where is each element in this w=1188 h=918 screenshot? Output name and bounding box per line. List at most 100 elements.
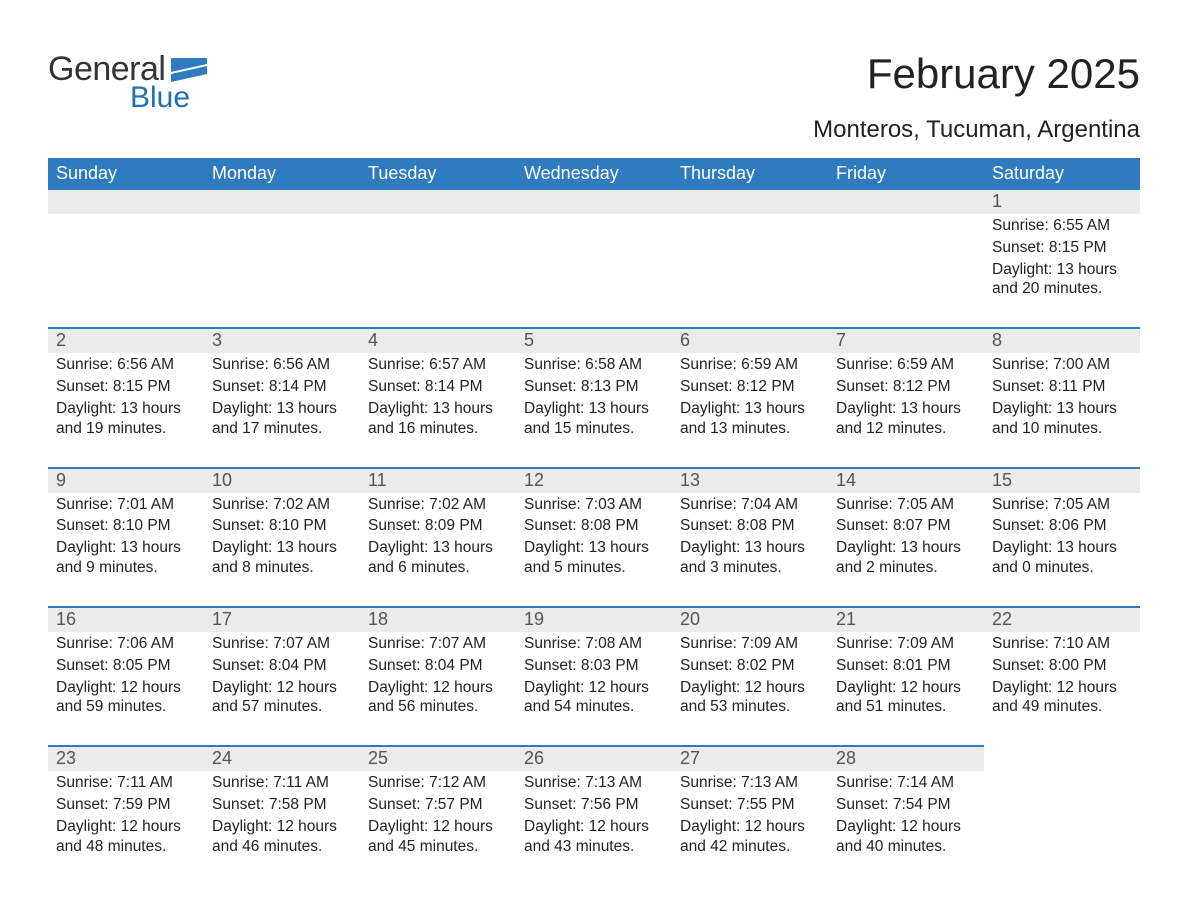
sunset-text: Sunset: 8:02 PM	[680, 656, 820, 676]
weekday-header-cell: Tuesday	[360, 158, 516, 190]
sunrise-text: Sunrise: 7:09 AM	[680, 634, 820, 654]
day-cell: 12Sunrise: 7:03 AMSunset: 8:08 PMDayligh…	[516, 467, 672, 606]
day-cell: 19Sunrise: 7:08 AMSunset: 8:03 PMDayligh…	[516, 606, 672, 745]
day-number: 23	[56, 748, 76, 768]
empty-day-strip	[828, 190, 984, 214]
day-number: 26	[524, 748, 544, 768]
day-number-strip: 5	[516, 327, 672, 353]
day-number: 18	[368, 609, 388, 629]
day-number-strip: 14	[828, 467, 984, 493]
day-number: 7	[836, 330, 846, 350]
sunset-text: Sunset: 8:07 PM	[836, 516, 976, 536]
day-number: 13	[680, 470, 700, 490]
day-cell: 6Sunrise: 6:59 AMSunset: 8:12 PMDaylight…	[672, 327, 828, 466]
sunset-text: Sunset: 8:12 PM	[836, 377, 976, 397]
day-number-strip: 11	[360, 467, 516, 493]
location-subtitle: Monteros, Tucuman, Argentina	[813, 116, 1140, 144]
sunrise-text: Sunrise: 7:13 AM	[680, 773, 820, 793]
weekday-header-cell: Monday	[204, 158, 360, 190]
month-title: February 2025	[813, 50, 1140, 98]
sunset-text: Sunset: 8:10 PM	[56, 516, 196, 536]
sunrise-text: Sunrise: 7:06 AM	[56, 634, 196, 654]
sunset-text: Sunset: 8:03 PM	[524, 656, 664, 676]
sunrise-text: Sunrise: 7:13 AM	[524, 773, 664, 793]
daylight-text: Daylight: 12 hours and 48 minutes.	[56, 817, 196, 857]
day-number: 9	[56, 470, 66, 490]
day-number-strip: 3	[204, 327, 360, 353]
sunrise-text: Sunrise: 7:02 AM	[368, 495, 508, 515]
weeks-container: 1Sunrise: 6:55 AMSunset: 8:15 PM Daylight…	[48, 190, 1140, 885]
day-number: 11	[368, 470, 387, 490]
day-cell: 8Sunrise: 7:00 AMSunset: 8:11 PMDaylight…	[984, 327, 1140, 466]
day-cell: 17Sunrise: 7:07 AMSunset: 8:04 PMDayligh…	[204, 606, 360, 745]
sunset-text: Sunset: 8:01 PM	[836, 656, 976, 676]
sunrise-text: Sunrise: 7:04 AM	[680, 495, 820, 515]
day-number-strip: 7	[828, 327, 984, 353]
day-cell: 3Sunrise: 6:56 AMSunset: 8:14 PMDaylight…	[204, 327, 360, 466]
day-cell: 21Sunrise: 7:09 AMSunset: 8:01 PMDayligh…	[828, 606, 984, 745]
weekday-header-cell: Sunday	[48, 158, 204, 190]
sunrise-text: Sunrise: 7:11 AM	[56, 773, 196, 793]
day-number: 2	[56, 330, 66, 350]
daylight-text: Daylight: 13 hours and 15 minutes.	[524, 399, 664, 439]
day-cell: 27Sunrise: 7:13 AMSunset: 7:55 PMDayligh…	[672, 745, 828, 884]
day-cell: 14Sunrise: 7:05 AMSunset: 8:07 PMDayligh…	[828, 467, 984, 606]
daylight-text: Daylight: 13 hours and 2 minutes.	[836, 538, 976, 578]
daylight-text: Daylight: 13 hours and 3 minutes.	[680, 538, 820, 578]
day-number-strip: 4	[360, 327, 516, 353]
day-cell: 7Sunrise: 6:59 AMSunset: 8:12 PMDaylight…	[828, 327, 984, 466]
sunrise-text: Sunrise: 7:11 AM	[212, 773, 352, 793]
day-cell: 13Sunrise: 7:04 AMSunset: 8:08 PMDayligh…	[672, 467, 828, 606]
empty-day-strip	[516, 190, 672, 214]
day-cell: 22Sunrise: 7:10 AMSunset: 8:00 PMDayligh…	[984, 606, 1140, 745]
day-number-strip: 28	[828, 745, 984, 771]
sunrise-text: Sunrise: 7:09 AM	[836, 634, 976, 654]
sunrise-text: Sunrise: 7:08 AM	[524, 634, 664, 654]
day-number: 12	[524, 470, 544, 490]
sunset-text: Sunset: 7:54 PM	[836, 795, 976, 815]
day-number: 14	[836, 470, 856, 490]
sunrise-text: Sunrise: 6:56 AM	[212, 355, 352, 375]
sunset-text: Sunset: 8:06 PM	[992, 516, 1132, 536]
day-number-strip: 1	[984, 190, 1140, 214]
day-number-strip: 16	[48, 606, 204, 632]
day-cell: 23Sunrise: 7:11 AMSunset: 7:59 PMDayligh…	[48, 745, 204, 884]
day-cell: 24Sunrise: 7:11 AMSunset: 7:58 PMDayligh…	[204, 745, 360, 884]
empty-day-strip	[48, 190, 204, 214]
weekday-header-row: SundayMondayTuesdayWednesdayThursdayFrid…	[48, 158, 1140, 190]
day-number-strip: 9	[48, 467, 204, 493]
sunrise-text: Sunrise: 6:59 AM	[836, 355, 976, 375]
week-row: 23Sunrise: 7:11 AMSunset: 7:59 PMDayligh…	[48, 745, 1140, 884]
sunrise-text: Sunrise: 7:05 AM	[992, 495, 1132, 515]
empty-day-cell	[828, 190, 984, 327]
sunset-text: Sunset: 8:14 PM	[368, 377, 508, 397]
day-number: 10	[212, 470, 232, 490]
sunset-text: Sunset: 8:08 PM	[524, 516, 664, 536]
daylight-text: Daylight: 12 hours and 54 minutes.	[524, 678, 664, 718]
day-cell: 26Sunrise: 7:13 AMSunset: 7:56 PMDayligh…	[516, 745, 672, 884]
sunset-text: Sunset: 8:13 PM	[524, 377, 664, 397]
week-row: 2Sunrise: 6:56 AMSunset: 8:15 PMDaylight…	[48, 327, 1140, 466]
weekday-header-cell: Thursday	[672, 158, 828, 190]
sunset-text: Sunset: 8:15 PM	[992, 238, 1132, 258]
day-number-strip: 25	[360, 745, 516, 771]
day-cell: 18Sunrise: 7:07 AMSunset: 8:04 PMDayligh…	[360, 606, 516, 745]
day-number: 17	[212, 609, 232, 629]
sunset-text: Sunset: 8:09 PM	[368, 516, 508, 536]
empty-day-cell	[360, 190, 516, 327]
day-number: 6	[680, 330, 690, 350]
day-cell: 2Sunrise: 6:56 AMSunset: 8:15 PMDaylight…	[48, 327, 204, 466]
daylight-text: Daylight: 12 hours and 43 minutes.	[524, 817, 664, 857]
daylight-text: Daylight: 12 hours and 51 minutes.	[836, 678, 976, 718]
day-number-strip: 17	[204, 606, 360, 632]
day-cell: 10Sunrise: 7:02 AMSunset: 8:10 PMDayligh…	[204, 467, 360, 606]
day-cell: 16Sunrise: 7:06 AMSunset: 8:05 PMDayligh…	[48, 606, 204, 745]
day-number-strip: 21	[828, 606, 984, 632]
sunrise-text: Sunrise: 6:55 AM	[992, 216, 1132, 236]
day-cell: 11Sunrise: 7:02 AMSunset: 8:09 PMDayligh…	[360, 467, 516, 606]
day-number-strip: 13	[672, 467, 828, 493]
title-block: February 2025 Monteros, Tucuman, Argenti…	[813, 50, 1140, 144]
daylight-text: Daylight: 13 hours and 0 minutes.	[992, 538, 1132, 578]
brand-logo: General Blue	[48, 50, 207, 115]
empty-day-cell	[48, 190, 204, 327]
